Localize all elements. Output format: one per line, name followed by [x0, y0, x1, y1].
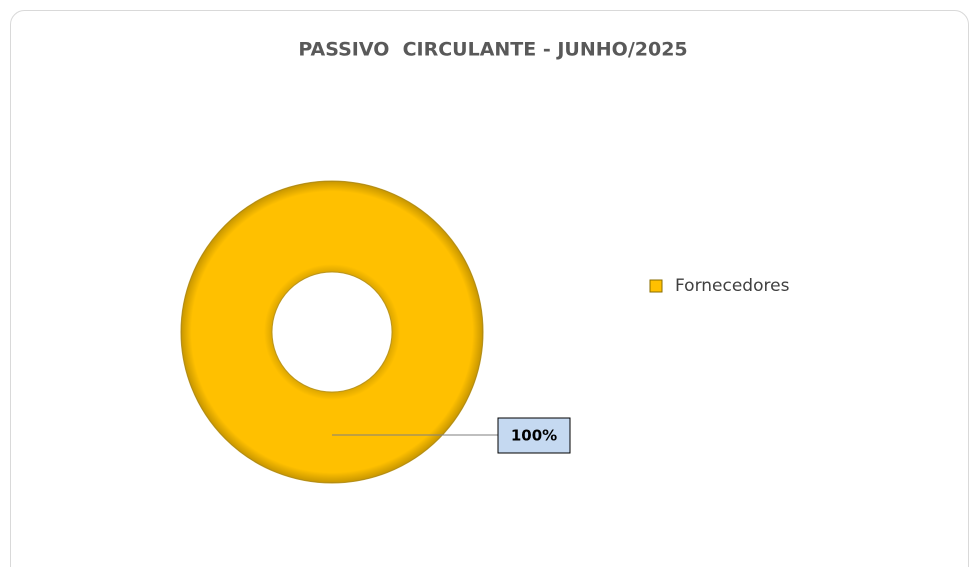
- data-label: 100%: [511, 427, 557, 445]
- legend-swatch: [649, 279, 663, 293]
- legend-label: Fornecedores: [675, 276, 790, 296]
- slice-shade: [180, 180, 484, 484]
- data-label-box: [497, 417, 571, 454]
- chart-title: PASSIVO CIRCULANTE - JUNHO/2025: [298, 39, 687, 61]
- chart-frame: [10, 10, 969, 567]
